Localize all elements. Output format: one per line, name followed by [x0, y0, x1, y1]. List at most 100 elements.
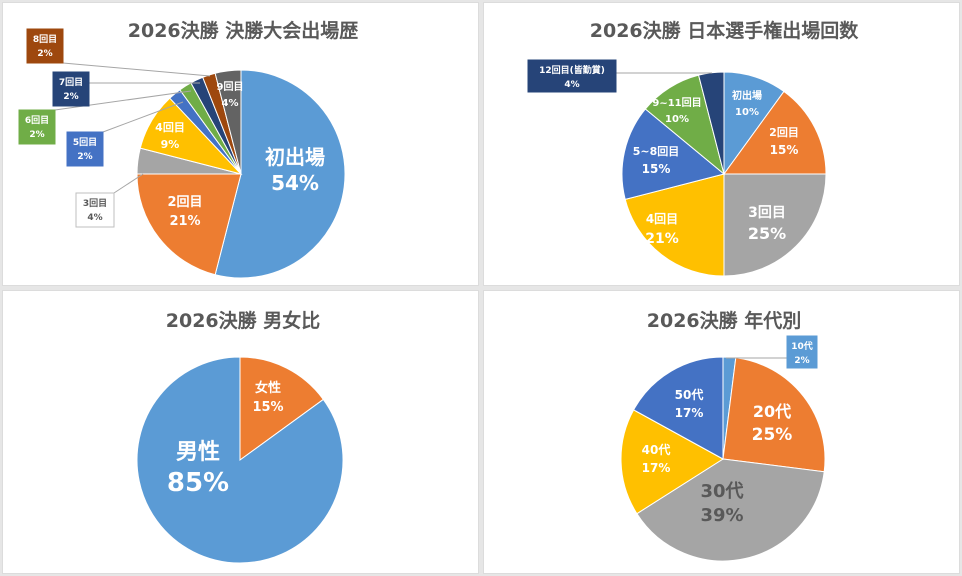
slice-category-label: 4回目 [646, 212, 678, 226]
slice-value-label: 25% [752, 425, 793, 445]
pie-slice-2-kaime [723, 90, 827, 175]
data-label-slice: 男性 85% [167, 440, 229, 498]
slice-value-label: 15% [770, 143, 799, 157]
slice-value-label: 2% [794, 356, 809, 366]
data-label-slice: 女性 15% [252, 380, 283, 415]
slice-value-label: 2% [77, 152, 92, 162]
slice-value-label: 9% [161, 138, 180, 151]
slice-category-label: 40代 [642, 442, 671, 457]
data-labels: 初出場10%2回目15%3回目25%4回目21%5~8回目15%9~11回目10… [527, 59, 799, 247]
slice-value-label: 4% [222, 98, 239, 109]
slice-category-label: 8回目 [33, 34, 57, 45]
slice-category-label: 初出場 [732, 89, 762, 102]
slice-value-label: 10% [665, 114, 689, 125]
slice-value-label: 85% [167, 468, 229, 498]
leader-line [113, 173, 144, 194]
slice-value-label: 2% [37, 49, 52, 59]
slice-value-label: 2% [63, 92, 78, 102]
slice-value-label: 17% [675, 406, 704, 420]
slice-category-label: 9回目 [217, 81, 244, 93]
chart-panel-age-group: 2026決勝 年代別 10代 2% 20代 25% 30代 39% 40代 17% 50代 17% [483, 290, 960, 574]
chart-title: 2026決勝 男女比 [166, 309, 321, 332]
callout-box [66, 131, 104, 167]
data-label-12-kaime: 12回目(皆勤賞) 4% [527, 59, 617, 93]
slice-category-label: 男性 [176, 440, 220, 465]
pie-slices [620, 356, 826, 562]
leader-lines [54, 62, 211, 194]
pie-slice-4-kaime [624, 173, 725, 277]
slice-value-label: 21% [645, 231, 679, 247]
slice-category-label: 2回目 [167, 195, 202, 210]
pie-slice-50s [632, 356, 724, 460]
slice-value-label: 15% [252, 400, 283, 415]
slice-category-label: 6回目 [25, 115, 49, 126]
slice-category-label: 12回目(皆勤賞) [539, 64, 605, 76]
chart-panel-gender-ratio: 2026決勝 男女比 女性 15% 男性 85% [2, 290, 479, 574]
data-label-slice: 初出場 10% [732, 89, 762, 118]
slice-category-label: 5~8回目 [633, 144, 680, 158]
pie-chart-championship-count: 2026決勝 日本選手権出場回数 初出場10%2回目15%3回目25%4回目21… [527, 19, 859, 277]
data-label-9-to-11-kaime: 9~11回目 10% [652, 97, 701, 125]
callout-box [75, 192, 115, 228]
chart-panel-championship-count: 2026決勝 日本選手権出場回数 初出場 10% 2回目 15% 3回目 25% 4回目 21… [483, 2, 960, 286]
slice-category-label: 4回目 [155, 120, 185, 134]
pie-slice-5-to-8-kaime [621, 108, 726, 200]
slice-category-label: 50代 [675, 387, 704, 402]
chart-panel-appearance-history: 2026決勝 決勝大会出場歴 初出場 54% 2回目 21% 3回目 4% 4回目 9% 5回目… [2, 2, 479, 286]
pie-slices [621, 71, 827, 277]
chart-title: 2026決勝 決勝大会出場歴 [128, 19, 359, 42]
pie-slice-20s [722, 357, 826, 473]
pie-slice-slice [136, 356, 344, 564]
leader-line [62, 62, 211, 77]
chart-title: 2026決勝 日本選手権出場回数 [590, 19, 859, 42]
leader-line [102, 101, 184, 133]
pie-slices [136, 356, 344, 564]
slice-category-label: 20代 [753, 402, 791, 421]
pie-chart-gender-ratio: 2026決勝 男女比 女性 15% 男性 85% [136, 309, 344, 564]
pie-slice-slice [214, 69, 346, 279]
pie-slice-slice [239, 356, 325, 461]
data-label-5-to-8-kaime: 5~8回目 15% [633, 144, 680, 176]
slice-category-label: 9~11回目 [652, 97, 701, 109]
slice-value-label: 2% [29, 130, 44, 140]
slice-value-label: 39% [700, 505, 743, 526]
slice-category-label: 初出場 [265, 145, 325, 169]
slice-category-label: 10代 [791, 340, 813, 352]
chart-title: 2026決勝 年代別 [647, 309, 802, 332]
pie-slice-2-kaime [136, 173, 242, 276]
slice-category-label: 2回目 [769, 125, 799, 139]
leader-line [54, 90, 192, 111]
slice-value-label: 15% [642, 162, 671, 176]
pie-slices [136, 69, 346, 279]
slice-value-label: 21% [169, 214, 200, 229]
slice-value-label: 25% [748, 224, 786, 243]
data-labels: 女性 15% 男性 85% [167, 380, 284, 498]
data-labels: 初出場54%2回目21%3回目4%4回目9%5回目2%6回目2%7回目2%8回目… [18, 28, 325, 229]
pie-slice-40s [620, 409, 724, 515]
slice-category-label: 5回目 [73, 137, 97, 148]
slice-value-label: 4% [87, 213, 102, 223]
callout-box [18, 109, 56, 145]
slice-value-label: 4% [564, 80, 579, 90]
slice-value-label: 10% [735, 107, 759, 118]
callout-box [26, 28, 64, 64]
slice-category-label: 女性 [255, 380, 281, 396]
pie-slice-3-kaime [723, 173, 827, 277]
